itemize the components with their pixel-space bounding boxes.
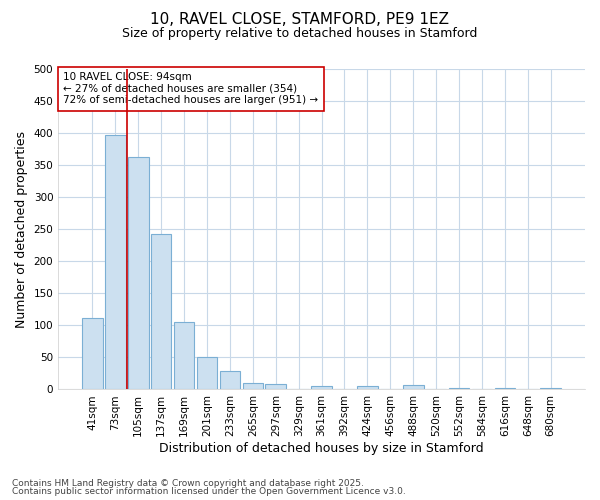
Text: 10 RAVEL CLOSE: 94sqm
← 27% of detached houses are smaller (354)
72% of semi-det: 10 RAVEL CLOSE: 94sqm ← 27% of detached … <box>64 72 319 106</box>
Bar <box>128 158 149 390</box>
Bar <box>494 388 515 390</box>
Y-axis label: Number of detached properties: Number of detached properties <box>15 130 28 328</box>
Bar <box>220 371 240 390</box>
Text: 10, RAVEL CLOSE, STAMFORD, PE9 1EZ: 10, RAVEL CLOSE, STAMFORD, PE9 1EZ <box>151 12 449 28</box>
Bar <box>541 388 561 390</box>
Bar <box>449 388 469 390</box>
Text: Contains public sector information licensed under the Open Government Licence v3: Contains public sector information licen… <box>12 487 406 496</box>
Bar <box>151 234 172 390</box>
Bar <box>197 358 217 390</box>
Bar <box>105 135 125 390</box>
Bar <box>357 386 378 390</box>
Bar <box>242 383 263 390</box>
Text: Contains HM Land Registry data © Crown copyright and database right 2025.: Contains HM Land Registry data © Crown c… <box>12 478 364 488</box>
Bar <box>174 322 194 390</box>
Bar <box>265 384 286 390</box>
Bar <box>403 385 424 390</box>
Bar <box>82 318 103 390</box>
Text: Size of property relative to detached houses in Stamford: Size of property relative to detached ho… <box>122 28 478 40</box>
X-axis label: Distribution of detached houses by size in Stamford: Distribution of detached houses by size … <box>159 442 484 455</box>
Bar <box>311 386 332 390</box>
